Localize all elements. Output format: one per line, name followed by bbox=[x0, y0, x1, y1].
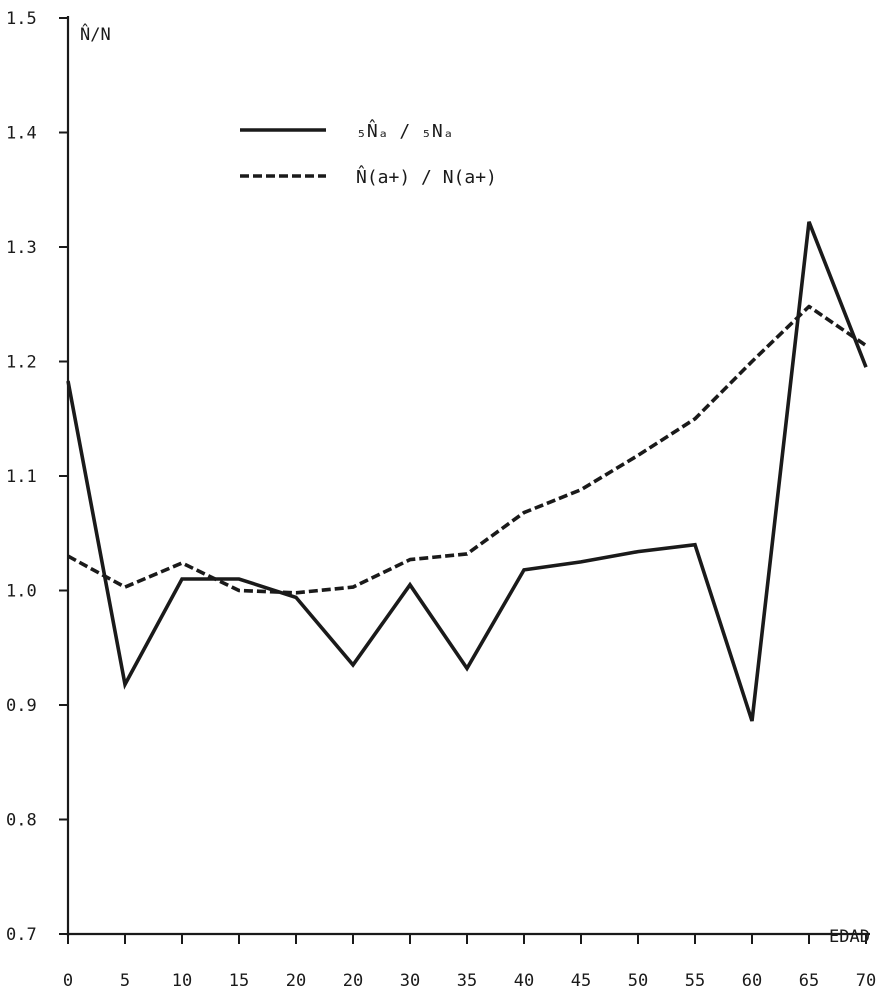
legend-label-dashed: N̂(a+) / N(a+) bbox=[356, 165, 497, 188]
y-tick-label: 0.8 bbox=[6, 811, 37, 831]
x-tick-label: 5 bbox=[120, 971, 130, 991]
series-line-dashed bbox=[67, 304, 868, 595]
x-tick-label: 10 bbox=[172, 971, 192, 991]
x-tick-label: 50 bbox=[628, 971, 648, 991]
series-layer bbox=[66, 221, 868, 722]
y-tick-label: 1.1 bbox=[6, 467, 37, 487]
legend: ₅N̂ₐ / ₅Nₐ N̂(a+) / N(a+) bbox=[240, 119, 497, 188]
y-tick-label: 0.9 bbox=[6, 696, 37, 716]
x-tick-label: 60 bbox=[742, 971, 762, 991]
x-tick-label: 20 bbox=[343, 971, 363, 991]
x-tick-label: 45 bbox=[571, 971, 591, 991]
x-tick-label: 65 bbox=[799, 971, 819, 991]
y-tick-label: 1.5 bbox=[6, 9, 37, 29]
y-tick-label: 1.2 bbox=[6, 353, 37, 373]
y-axis-ticks: 0.7 0.8 0.9 1.0 1.1 1.2 1.3 1.4 1.5 bbox=[6, 9, 68, 945]
y-axis-title: N̂/N bbox=[80, 22, 111, 45]
x-tick-label: 15 bbox=[229, 971, 249, 991]
y-tick-label: 1.4 bbox=[6, 124, 37, 144]
x-tick-label: 35 bbox=[457, 971, 477, 991]
y-tick-label: 1.0 bbox=[6, 582, 37, 602]
x-tick-label: 55 bbox=[685, 971, 705, 991]
x-tick-label: 70 bbox=[856, 971, 876, 991]
x-axis-ticks: 0 5 10 15 20 20 30 35 40 45 50 55 60 65 70 bbox=[63, 934, 876, 991]
legend-label-solid: ₅N̂ₐ / ₅Nₐ bbox=[356, 119, 454, 142]
series-line-solid bbox=[66, 221, 868, 722]
y-tick-label: 1.3 bbox=[6, 238, 37, 258]
x-tick-label: 20 bbox=[286, 971, 306, 991]
x-tick-label: 40 bbox=[514, 971, 534, 991]
y-tick-label: 0.7 bbox=[6, 925, 37, 945]
x-tick-label: 30 bbox=[400, 971, 420, 991]
x-tick-label: 0 bbox=[63, 971, 73, 991]
x-axis-title: EDAD bbox=[829, 927, 870, 947]
